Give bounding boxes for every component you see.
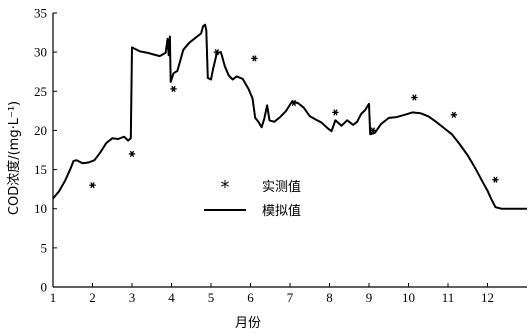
x-tick-label: 3 xyxy=(129,290,136,305)
y-tick-label: 5 xyxy=(41,240,48,255)
measured-point xyxy=(332,109,339,116)
y-tick-label: 20 xyxy=(34,123,47,138)
series-layer xyxy=(52,23,527,210)
measured-point xyxy=(128,150,136,157)
measured-point xyxy=(411,94,418,101)
x-tick-label: 2 xyxy=(89,290,96,305)
measured-point xyxy=(369,127,377,134)
measured-point xyxy=(89,182,96,189)
y-tick-label: 15 xyxy=(34,162,47,177)
x-tick-label: 1 xyxy=(50,290,57,305)
legend-label-simulated: 模拟值 xyxy=(262,203,301,219)
y-axis-title: COD浓度/(mg·L⁻¹) xyxy=(6,101,22,215)
y-tick-label: 10 xyxy=(34,201,47,216)
axes xyxy=(52,12,527,288)
measured-point xyxy=(492,176,499,183)
x-tick-label: 12 xyxy=(481,290,494,305)
y-tick-label: 30 xyxy=(34,45,47,60)
measured-point xyxy=(290,99,298,107)
legend-marker-measured: * xyxy=(221,177,230,198)
x-tick-label: 9 xyxy=(366,290,373,305)
y-tick-label: 35 xyxy=(34,6,47,21)
measured-point xyxy=(251,55,258,62)
y-tick-label: 25 xyxy=(34,84,47,99)
measured-point xyxy=(450,111,458,118)
simulated-line xyxy=(52,23,527,210)
x-tick-label: 11 xyxy=(442,290,455,305)
y-tick-label: 0 xyxy=(41,280,48,295)
x-axis-title: 月份 xyxy=(235,316,261,331)
legend-label-measured: 实测值 xyxy=(262,179,301,195)
x-tick-label: 10 xyxy=(402,290,415,305)
x-tick-label: 8 xyxy=(326,290,333,305)
x-tick-label: 5 xyxy=(208,290,215,305)
measured-point xyxy=(213,49,221,56)
x-tick-label: 7 xyxy=(287,290,294,305)
measured-point xyxy=(170,85,177,92)
x-tick-label: 4 xyxy=(168,290,175,305)
x-tick-label: 6 xyxy=(247,290,254,305)
legend: * 实测值 模拟值 xyxy=(204,177,301,219)
